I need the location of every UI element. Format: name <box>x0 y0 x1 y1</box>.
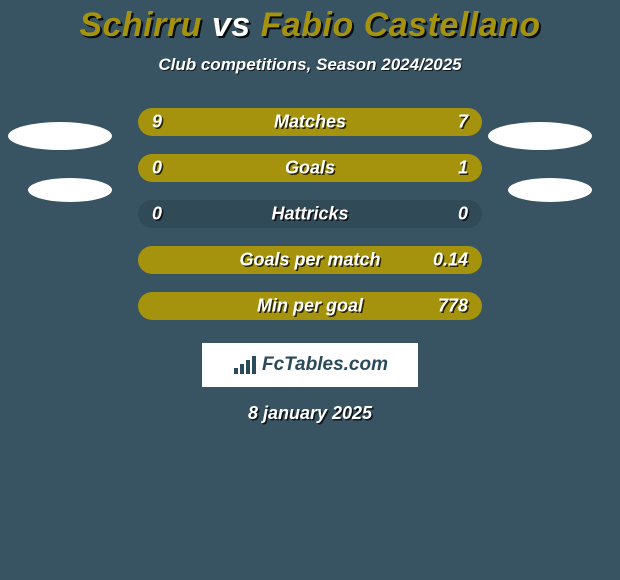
title-vs: vs <box>212 6 251 44</box>
comparison-infographic: Schirru vs Fabio Castellano Club competi… <box>0 0 620 580</box>
stat-value-left: 0 <box>152 158 162 179</box>
stat-label: Goals per match <box>239 250 380 271</box>
date: 8 january 2025 <box>0 403 620 424</box>
stat-value-right: 7 <box>458 112 468 133</box>
stat-value-right: 778 <box>438 296 468 317</box>
stat-bar: Goals per match 0.14 <box>138 246 482 274</box>
brand-text: FcTables.com <box>262 354 388 376</box>
stat-value-right: 0 <box>458 204 468 225</box>
stat-bar: Matches 9 7 <box>138 108 482 136</box>
stat-row: Min per goal 778 <box>0 283 620 329</box>
title: Schirru vs Fabio Castellano <box>0 0 620 45</box>
bar-chart-icon <box>232 354 258 376</box>
stat-bar: Hattricks 0 0 <box>138 200 482 228</box>
stat-value-left: 0 <box>152 204 162 225</box>
stat-label: Hattricks <box>271 204 348 225</box>
stat-row: Hattricks 0 0 <box>0 191 620 237</box>
stat-row: Goals per match 0.14 <box>0 237 620 283</box>
stats-container: Matches 9 7 Goals 0 1 Hattricks 0 0 Goals per mat… <box>0 99 620 329</box>
bar-fill-right <box>207 154 482 182</box>
stat-value-right: 1 <box>458 158 468 179</box>
stat-row: Goals 0 1 <box>0 145 620 191</box>
stat-value-left: 9 <box>152 112 162 133</box>
stat-bar: Min per goal 778 <box>138 292 482 320</box>
stat-label: Matches <box>274 112 346 133</box>
title-player-left: Schirru <box>79 6 202 44</box>
bar-fill-left <box>138 154 207 182</box>
title-player-right: Fabio Castellano <box>261 6 541 44</box>
stat-label: Goals <box>285 158 335 179</box>
stat-row: Matches 9 7 <box>0 99 620 145</box>
stat-label: Min per goal <box>257 296 363 317</box>
subtitle: Club competitions, Season 2024/2025 <box>0 55 620 75</box>
stat-bar: Goals 0 1 <box>138 154 482 182</box>
brand-box: FcTables.com <box>202 343 418 387</box>
stat-value-right: 0.14 <box>433 250 468 271</box>
